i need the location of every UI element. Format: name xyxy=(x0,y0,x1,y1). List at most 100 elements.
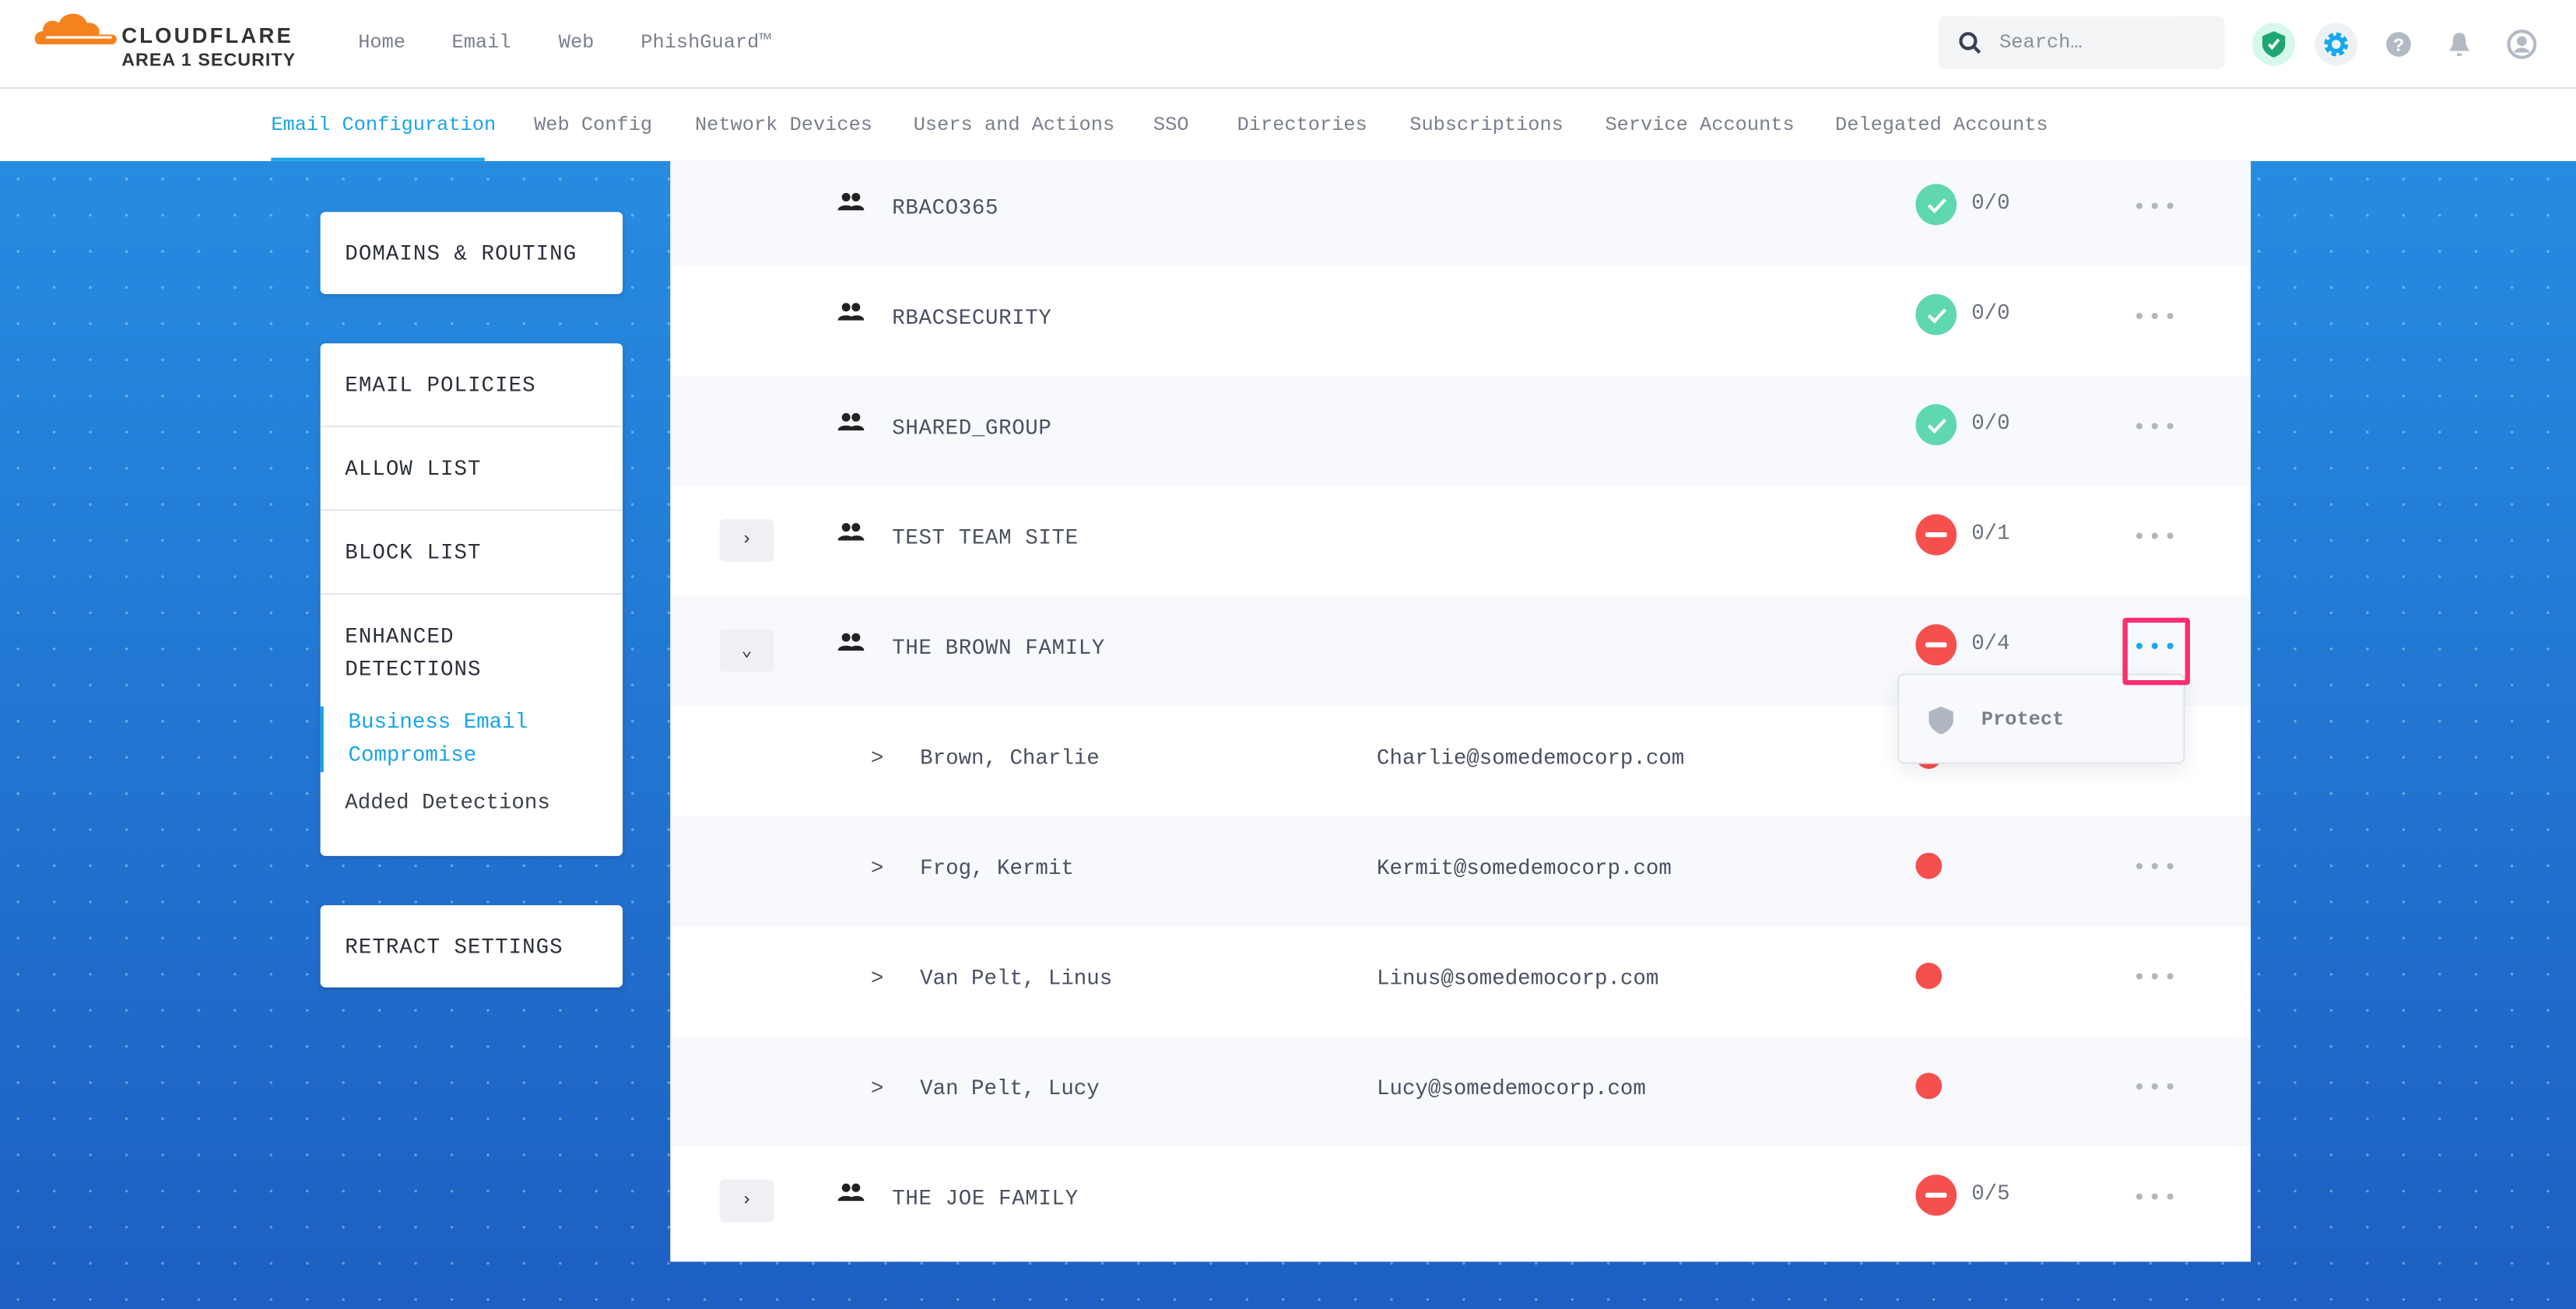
tab-service-accounts[interactable]: Service Accounts xyxy=(1605,113,1795,137)
cloudflare-logo[interactable]: CLOUDFLARE AREA 1 SECURITY xyxy=(33,9,295,71)
active-tab-indicator xyxy=(271,157,485,161)
group-name: TEST TEAM SITE xyxy=(892,525,1079,551)
minus-circle-icon xyxy=(1915,1174,1957,1216)
row-actions-menu: Protect xyxy=(1897,673,2185,764)
group-row[interactable]: RBACSECURITY 0/0 ••• xyxy=(670,266,2251,376)
check-circle-icon xyxy=(1915,404,1957,446)
more-actions-button[interactable]: ••• xyxy=(2132,635,2179,662)
group-icon xyxy=(837,412,865,431)
group-name: RBACO365 xyxy=(892,195,999,220)
more-actions-button[interactable]: ••• xyxy=(2132,1076,2179,1103)
help-icon[interactable]: ? xyxy=(2378,23,2420,66)
sidebar-card-domains: DOMAINS & ROUTING xyxy=(320,212,623,294)
sidebar-card-policies: EMAIL POLICIES ALLOW LIST BLOCK LIST ENH… xyxy=(320,343,623,856)
group-name: SHARED_GROUP xyxy=(892,416,1052,440)
tab-users-and-actions[interactable]: Users and Actions xyxy=(913,113,1115,137)
sidebar-subitem-added-detections[interactable]: Added Detections xyxy=(345,790,550,816)
group-icon xyxy=(837,633,865,651)
menu-item-protect[interactable]: Protect xyxy=(1981,707,2065,732)
sidebar-item-email-policies[interactable]: EMAIL POLICIES xyxy=(320,343,623,427)
shield-check-icon[interactable] xyxy=(2252,23,2296,66)
member-email: Linus@somedemocorp.com xyxy=(1377,966,1659,991)
sidebar-card-retract: RETRACT SETTINGS xyxy=(320,905,623,988)
nav-home[interactable]: Home xyxy=(358,31,406,54)
sidebar-subitem-bec[interactable]: Business Email Compromise xyxy=(320,706,623,773)
chevron-right-icon[interactable]: > xyxy=(870,746,884,771)
group-name: THE JOE FAMILY xyxy=(892,1186,1079,1211)
group-icon xyxy=(837,303,865,321)
tab-bar: Email Configuration Web Config Network D… xyxy=(0,88,2576,161)
sidebar-item-domains-routing[interactable]: DOMAINS & ROUTING xyxy=(345,240,577,265)
protected-count: 0/4 xyxy=(1971,630,2010,656)
search-icon xyxy=(1959,32,1981,54)
tab-email-configuration[interactable]: Email Configuration xyxy=(271,113,497,137)
sidebar-item-allow-list[interactable]: ALLOW LIST xyxy=(320,427,623,511)
check-circle-icon xyxy=(1915,293,1957,335)
group-row[interactable]: › THE JOE FAMILY 0/5 ••• xyxy=(670,1146,2251,1256)
member-email: Charlie@somedemocorp.com xyxy=(1377,746,1685,771)
tab-web-config[interactable]: Web Config xyxy=(534,113,653,137)
group-icon xyxy=(837,523,865,541)
more-actions-button[interactable]: ••• xyxy=(2132,416,2179,442)
chevron-right-icon[interactable]: > xyxy=(870,966,884,991)
nav-web[interactable]: Web xyxy=(558,31,595,54)
member-row[interactable]: > Van Pelt, Lucy Lucy@somedemocorp.com •… xyxy=(670,1037,2251,1147)
group-name: RBACSECURITY xyxy=(892,305,1052,331)
tab-delegated-accounts[interactable]: Delegated Accounts xyxy=(1834,113,2048,137)
minus-circle-icon xyxy=(1915,514,1957,556)
expand-button[interactable]: › xyxy=(719,519,774,562)
member-name: Van Pelt, Lucy xyxy=(920,1076,1100,1101)
user-icon[interactable] xyxy=(2501,23,2543,66)
check-circle-icon xyxy=(1915,184,1957,226)
group-icon xyxy=(837,192,865,211)
sidebar-item-enhanced-detections[interactable]: ENHANCED DETECTIONS xyxy=(345,624,482,683)
member-name: Van Pelt, Linus xyxy=(920,966,1113,991)
group-name: THE BROWN FAMILY xyxy=(892,635,1105,661)
member-name: Brown, Charlie xyxy=(920,746,1100,771)
sidebar-item-retract-settings[interactable]: RETRACT SETTINGS xyxy=(345,934,563,959)
member-row[interactable]: > Van Pelt, Linus Linus@somedemocorp.com… xyxy=(670,927,2251,1037)
more-actions-button[interactable]: ••• xyxy=(2132,855,2179,883)
protected-count: 0/0 xyxy=(1971,190,2010,216)
member-row[interactable]: > Brown, Charlie Charlie@somedemocorp.co… xyxy=(670,707,2251,816)
top-header: CLOUDFLARE AREA 1 SECURITY Home Email We… xyxy=(0,0,2576,89)
nav-email[interactable]: Email xyxy=(451,31,511,54)
nav-phishguard[interactable]: PhishGuard™ xyxy=(640,31,771,54)
protected-count: 0/0 xyxy=(1971,410,2010,436)
member-email: Kermit@somedemocorp.com xyxy=(1377,855,1672,881)
cloud-icon xyxy=(34,13,117,44)
group-row[interactable]: RBACO365 0/0 ••• xyxy=(670,160,2251,266)
more-actions-button[interactable]: ••• xyxy=(2132,195,2179,222)
chevron-right-icon[interactable]: > xyxy=(870,855,884,881)
tab-directories[interactable]: Directories xyxy=(1237,113,1367,137)
protected-count: 0/1 xyxy=(1971,521,2010,546)
sidebar-item-block-list[interactable]: BLOCK LIST xyxy=(320,511,623,595)
unprotected-status-icon xyxy=(1915,852,1943,879)
highlight-box xyxy=(2122,617,2190,686)
group-row[interactable]: SHARED_GROUP 0/0 ••• xyxy=(670,376,2251,486)
protected-count: 0/5 xyxy=(1971,1181,2010,1206)
member-email: Lucy@somedemocorp.com xyxy=(1377,1076,1646,1101)
protected-count: 0/0 xyxy=(1971,300,2010,325)
more-actions-button[interactable]: ••• xyxy=(2132,966,2179,993)
tab-sso[interactable]: SSO xyxy=(1153,113,1189,137)
gear-icon[interactable] xyxy=(2315,23,2358,66)
tab-subscriptions[interactable]: Subscriptions xyxy=(1409,113,1563,137)
group-icon xyxy=(837,1183,865,1202)
group-row[interactable]: › TEST TEAM SITE 0/1 ••• xyxy=(670,486,2251,596)
member-row[interactable]: > Frog, Kermit Kermit@somedemocorp.com •… xyxy=(670,816,2251,927)
tab-network-devices[interactable]: Network Devices xyxy=(694,113,873,137)
more-actions-button[interactable]: ••• xyxy=(2132,525,2179,553)
member-name: Frog, Kermit xyxy=(920,855,1074,881)
search-input[interactable]: Search… xyxy=(1938,16,2225,69)
collapse-button[interactable]: ⌄ xyxy=(719,629,774,672)
expand-button[interactable]: › xyxy=(719,1179,774,1223)
svg-text:?: ? xyxy=(2393,34,2404,54)
unprotected-status-icon xyxy=(1915,1072,1943,1100)
more-actions-button[interactable]: ••• xyxy=(2132,305,2179,332)
bell-icon[interactable] xyxy=(2438,23,2481,66)
more-actions-button[interactable]: ••• xyxy=(2132,1186,2179,1212)
shield-icon xyxy=(1928,706,1953,735)
chevron-right-icon[interactable]: > xyxy=(870,1076,884,1101)
unprotected-status-icon xyxy=(1915,963,1943,989)
